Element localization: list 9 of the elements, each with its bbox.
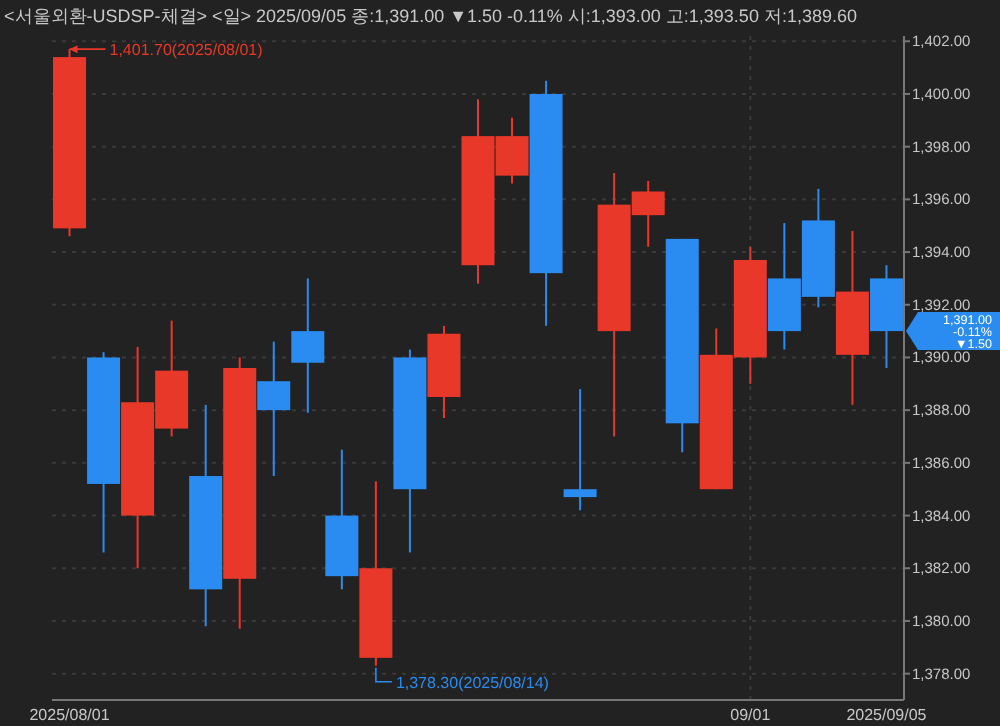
annotation: 1,378.30(2025/08/14) (395, 673, 550, 692)
annotation: 1,401.70(2025/08/01) (109, 41, 264, 60)
candlestick (563, 388, 597, 512)
candlestick (291, 277, 325, 414)
x-tick-label: 2025/09/05 (846, 706, 928, 724)
candlestick (257, 340, 291, 478)
x-tick-label: 09/01 (730, 706, 772, 724)
x-tick-label: 2025/08/01 (29, 706, 111, 724)
chart-title: <서울외환-USDSP-체결> <일> 2025/09/05 종:1,391.00 ▼1.50 -0.11% 시:1,393.00 고:1,393.50 저:1,389.60 (4, 6, 857, 26)
